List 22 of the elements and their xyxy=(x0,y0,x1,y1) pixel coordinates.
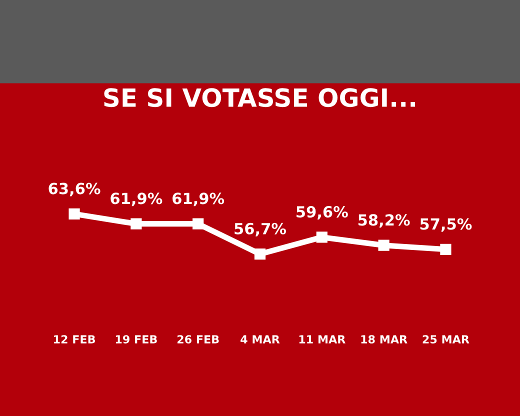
data-label: 61,9% xyxy=(110,192,162,206)
chart-title: SE SI VOTASSE OGGI... xyxy=(104,88,416,108)
data-label: 57,5% xyxy=(420,218,472,232)
x-tick-label: 11 MAR xyxy=(299,335,346,344)
data-label: 59,6% xyxy=(296,206,348,220)
point xyxy=(316,232,328,243)
x-tick-label: 12 FEB xyxy=(54,335,95,344)
data-label: 61,9% xyxy=(172,192,224,206)
point xyxy=(378,240,390,251)
data-label: 58,2% xyxy=(358,214,410,228)
point xyxy=(254,248,266,260)
data-label: 56,7% xyxy=(234,222,286,236)
point xyxy=(130,218,142,230)
point xyxy=(192,218,204,230)
x-tick-label: 25 MAR xyxy=(422,335,470,344)
x-tick-label: 4 MAR xyxy=(240,335,280,344)
x-tick-label: 19 FEB xyxy=(116,335,157,344)
x-tick-label: 18 MAR xyxy=(361,335,408,344)
point xyxy=(68,208,80,220)
point xyxy=(440,244,452,255)
data-label: 63,6% xyxy=(48,182,100,196)
x-tick-label: 26 FEB xyxy=(177,335,219,344)
